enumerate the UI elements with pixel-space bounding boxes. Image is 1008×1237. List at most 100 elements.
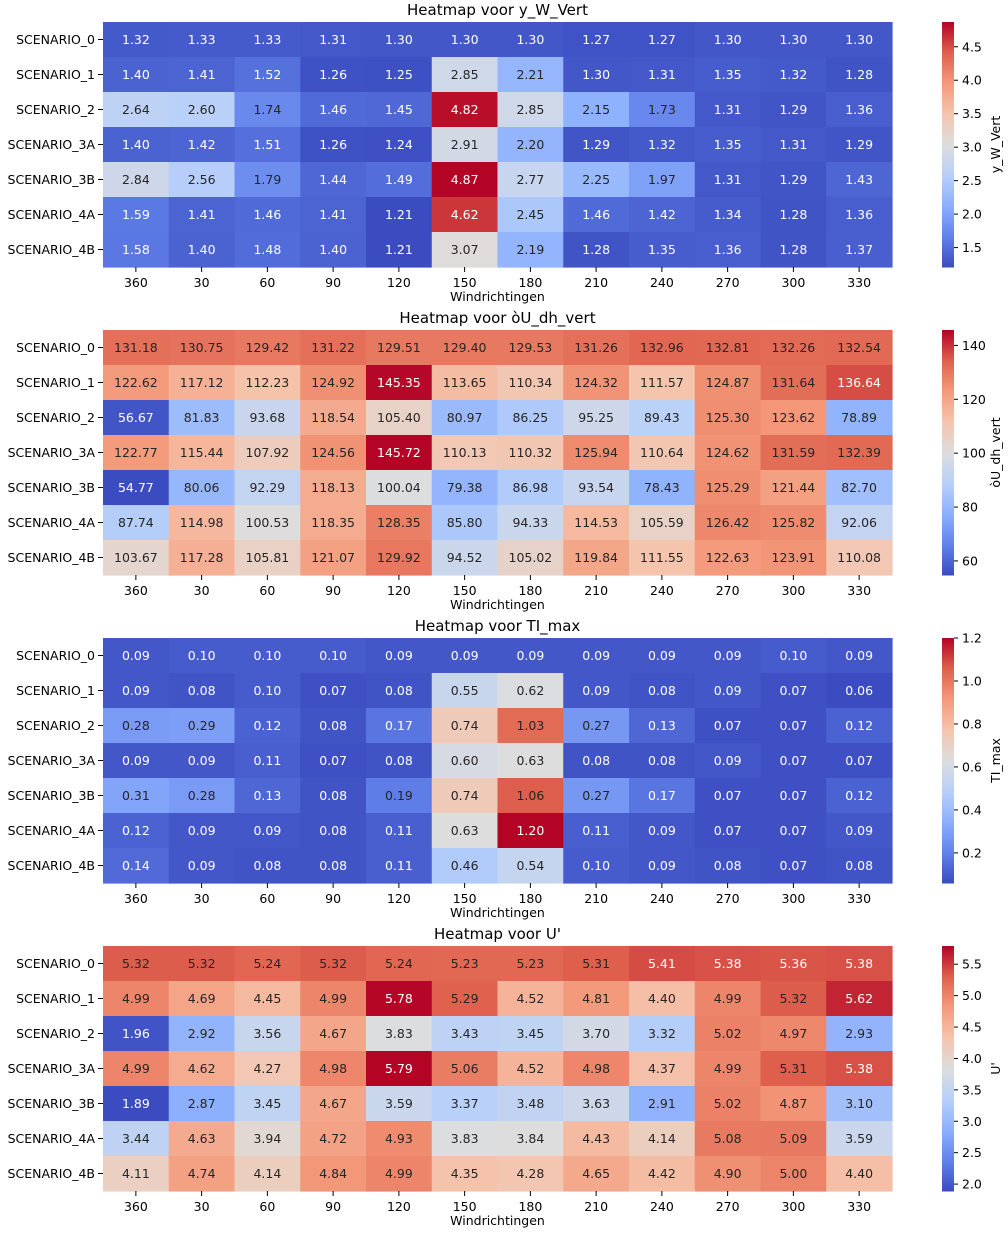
colorbar-segment: [942, 760, 954, 764]
heatmap-cell: [234, 57, 301, 93]
colorbar-segment: [942, 880, 954, 884]
cell-value-label: 3.94: [253, 1131, 281, 1146]
colorbar-segment: [942, 479, 954, 482]
cell-value-label: 124.62: [706, 445, 750, 460]
cell-value-label: 92.29: [249, 480, 285, 495]
heatmap-cell: [760, 778, 827, 814]
cell-value-label: 0.10: [582, 858, 610, 873]
heatmap-cell: [168, 127, 236, 163]
colorbar-segment: [942, 689, 954, 692]
colorbar-segment: [942, 64, 954, 68]
colorbar-segment: [942, 764, 954, 768]
heatmap-cell: [103, 1051, 170, 1087]
colorbar-tick-label: 4.5: [962, 1020, 982, 1035]
colorbar-segment: [942, 195, 954, 199]
cell-value-label: 1.31: [779, 137, 807, 152]
heatmap-cell: [826, 435, 893, 471]
cell-value-label: 1.46: [582, 207, 610, 222]
colorbar-tick-label: 100: [962, 446, 986, 461]
cell-value-label: 94.33: [512, 515, 548, 530]
colorbar-segment: [942, 823, 954, 827]
cell-value-label: 1.74: [253, 102, 281, 117]
heatmap-cell: [826, 232, 893, 268]
heatmap-cell: [497, 743, 564, 779]
cell-value-label: 118.35: [311, 515, 355, 530]
heatmap-cell: [629, 127, 696, 163]
colorbar-segment: [942, 517, 954, 521]
colorbar-segment: [942, 1103, 954, 1106]
heatmap-cell: [366, 1121, 433, 1157]
colorbar-segment: [942, 440, 954, 443]
heatmap-cell: [563, 1016, 630, 1052]
cell-value-label: 145.35: [377, 375, 421, 390]
heatmap-cell: [168, 981, 236, 1017]
heatmap-cell: [826, 162, 893, 198]
cell-value-label: 0.19: [385, 788, 413, 803]
x-tick-label: 330: [847, 891, 871, 906]
colorbar-segment: [942, 1150, 954, 1153]
colorbar-segment: [942, 409, 954, 413]
x-tick-label: 270: [716, 583, 740, 598]
colorbar-tick-label: 2.5: [962, 1145, 982, 1160]
heatmap-cell: [694, 197, 762, 233]
cell-value-label: 4.40: [845, 1166, 873, 1181]
heatmap-cell: [694, 400, 762, 436]
heatmap-cell: [694, 981, 762, 1017]
cell-value-label: 1.36: [845, 207, 873, 222]
cell-value-label: 5.32: [779, 991, 807, 1006]
colorbar-segment: [942, 954, 954, 957]
colorbar-segment: [942, 436, 954, 439]
x-tick-label: 60: [259, 891, 275, 906]
cell-value-label: 0.09: [845, 823, 873, 838]
heatmap-cell: [629, 946, 696, 982]
colorbar-segment: [942, 988, 954, 992]
colorbar-segment: [942, 546, 954, 549]
colorbar-segment: [942, 556, 954, 560]
cell-value-label: 125.30: [706, 410, 750, 425]
colorbar-segment: [942, 846, 954, 849]
heatmap-cell: [629, 1051, 696, 1087]
x-tick-label: 180: [518, 1199, 542, 1214]
colorbar-segment: [942, 992, 954, 996]
colorbar-segment: [942, 1107, 954, 1110]
cell-value-label: 4.99: [385, 1166, 413, 1181]
heatmap-cell: [497, 365, 564, 401]
cell-value-label: 2.60: [188, 102, 216, 117]
x-tick-label: 90: [325, 583, 341, 598]
cell-value-label: 1.41: [319, 207, 347, 222]
heatmap-cell: [629, 92, 696, 128]
colorbar-segment: [942, 813, 954, 817]
colorbar-segment: [942, 684, 954, 688]
y-tick-label: SCENARIO_3A: [8, 137, 96, 152]
colorbar-segment: [942, 715, 954, 719]
x-tick-label: 120: [387, 275, 411, 290]
colorbar-segment: [942, 548, 954, 551]
colorbar-segment: [942, 990, 954, 994]
heatmap-cell: [497, 470, 564, 506]
cell-value-label: 1.40: [188, 242, 216, 257]
cell-value-label: 0.12: [253, 718, 281, 733]
colorbar-segment: [942, 330, 954, 333]
colorbar-segment: [942, 736, 954, 739]
colorbar-tick-label: 0.2: [962, 845, 982, 860]
colorbar-tick-label: 140: [962, 338, 986, 353]
x-tick-label: 240: [650, 891, 674, 906]
colorbar-segment: [942, 497, 954, 500]
cell-value-label: 5.24: [385, 956, 413, 971]
heatmap-cell: [629, 330, 696, 366]
y-tick-label: SCENARIO_3A: [8, 753, 96, 768]
colorbar-segment: [942, 1021, 954, 1025]
colorbar-segment: [942, 868, 954, 872]
colorbar-segment: [942, 758, 954, 761]
colorbar-segment: [942, 397, 954, 400]
cell-value-label: 4.67: [319, 1026, 347, 1041]
cell-value-label: 132.96: [640, 340, 684, 355]
heatmap-cell: [366, 946, 433, 982]
heatmap-cell: [629, 57, 696, 93]
colorbar-segment: [942, 191, 954, 194]
cell-value-label: 129.42: [246, 340, 290, 355]
cell-value-label: 2.87: [188, 1096, 216, 1111]
cell-value-label: 131.26: [574, 340, 618, 355]
cell-value-label: 4.74: [188, 1166, 216, 1181]
cell-value-label: 0.74: [451, 718, 479, 733]
